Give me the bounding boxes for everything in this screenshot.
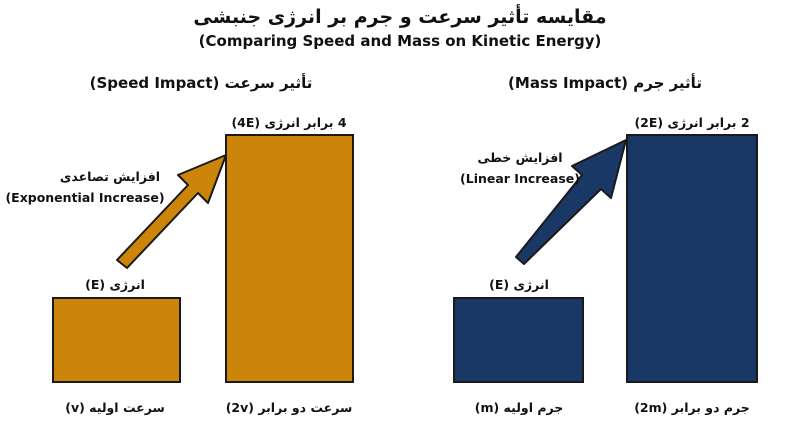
speed-final-caption: سرعت دو برابر (2v) — [225, 400, 353, 415]
mass-final-bar — [626, 134, 758, 383]
mass-initial-energy-label: انرژی (E) — [489, 277, 549, 292]
speed-initial-energy-label: انرژی (E) — [85, 277, 145, 292]
speed-increase-arrow — [116, 154, 227, 269]
mass-panel-title: تأثیر جرم (Mass Impact) — [508, 74, 702, 92]
mass-arrow-label-persian: افزایش خطی — [477, 150, 563, 165]
mass-initial-caption: جرم اولیه (m) — [474, 400, 564, 415]
mass-final-caption: جرم دو برابر (2m) — [634, 400, 750, 415]
speed-final-energy-label: 4 برابر انرژی (4E) — [231, 115, 347, 130]
speed-initial-caption: سرعت اولیه (v) — [65, 400, 165, 415]
speed-panel-title: تأثیر سرعت (Speed Impact) — [89, 74, 313, 92]
mass-final-energy-label: 2 برابر انرژی (2E) — [634, 115, 750, 130]
title-persian: مقایسه تأثیر سرعت و جرم بر انرژی جنبشی — [193, 6, 607, 28]
speed-arrow-label-english: (Exponential Increase) — [5, 190, 165, 205]
mass-arrow-label-english: (Linear Increase) — [460, 171, 580, 186]
speed-final-bar — [225, 134, 354, 383]
title-english: (Comparing Speed and Mass on Kinetic Ene… — [198, 32, 602, 50]
mass-initial-bar — [453, 297, 584, 383]
mass-increase-arrow — [515, 139, 627, 265]
speed-arrow-label-persian: افزایش تصاعدی — [59, 169, 161, 184]
speed-initial-bar — [52, 297, 181, 383]
